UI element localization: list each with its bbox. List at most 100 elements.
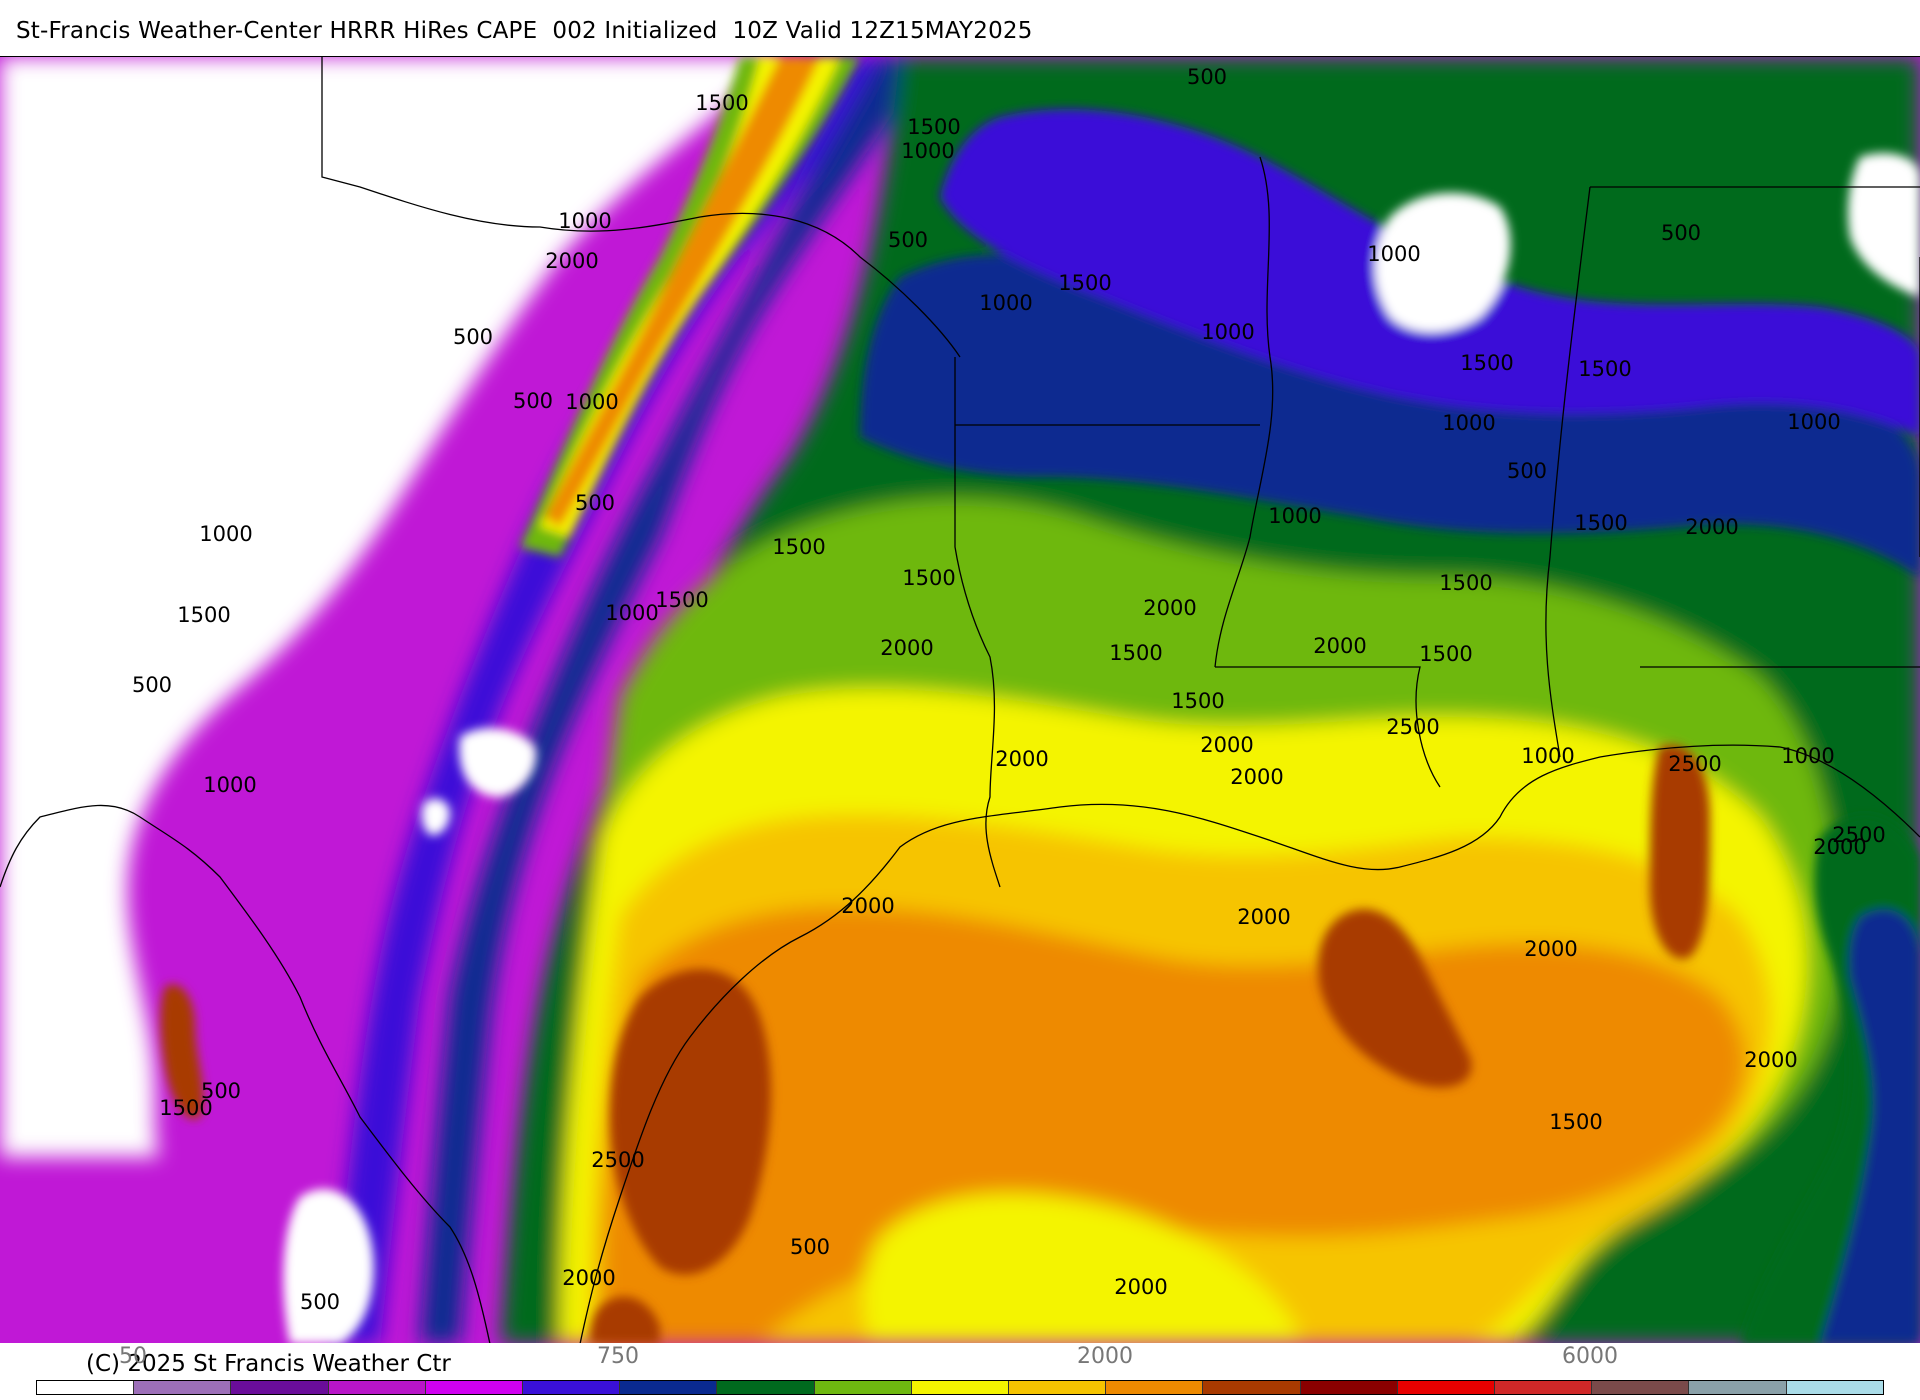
cape-max-east — [1650, 745, 1710, 959]
contour-label: 1500 — [1109, 641, 1162, 665]
contour-label: 500 — [888, 228, 928, 252]
cape-max-sw — [590, 1296, 660, 1344]
colorbar-swatch — [37, 1381, 135, 1394]
cape-band-navy-east — [1820, 909, 1920, 1344]
contour-label: 1000 — [979, 291, 1032, 315]
map-title: St-Francis Weather-Center HRRR HiRes CAP… — [16, 18, 1033, 44]
colorbar-swatch — [1786, 1381, 1883, 1394]
contour-label: 1000 — [1781, 744, 1834, 768]
colorbar-swatch — [231, 1381, 329, 1394]
colorbar-tick-label: 6000 — [1562, 1344, 1618, 1369]
contour-label: 500 — [1507, 459, 1547, 483]
contour-label: 500 — [453, 325, 493, 349]
colorbar-swatch — [1592, 1381, 1690, 1394]
no-cape-region-ne2 — [1848, 153, 1920, 297]
colorbar-swatch — [1009, 1381, 1107, 1394]
no-cape-island-2 — [421, 798, 450, 836]
cape-map-canvas: 1500150010005001000200050015001000500500… — [0, 57, 1920, 1344]
contour-label: 2000 — [1230, 765, 1283, 789]
contour-label: 2500 — [1668, 752, 1721, 776]
colorbar-swatch — [814, 1381, 912, 1394]
contour-label: 2500 — [1832, 823, 1885, 847]
boundary-tx-ar — [954, 357, 1001, 888]
contour-label: 1500 — [1058, 271, 1111, 295]
contour-label: 1500 — [1419, 642, 1472, 666]
contour-label: 1000 — [199, 522, 252, 546]
state-boundaries — [0, 57, 1920, 1344]
contour-label: 1500 — [1549, 1110, 1602, 1134]
colorbar-swatch — [1300, 1381, 1398, 1394]
contour-label: 2500 — [591, 1148, 644, 1172]
colorbar-tick-label: 2000 — [1077, 1344, 1133, 1369]
colorbar — [36, 1380, 1884, 1395]
cape-max-west — [610, 969, 771, 1275]
colorbar-swatch — [1397, 1381, 1496, 1394]
contour-label: 500 — [300, 1290, 340, 1314]
contour-label: 1500 — [695, 91, 748, 115]
cape-patch-yellow-south — [863, 1193, 1300, 1344]
contour-labels: 1500150010005001000200050015001000500500… — [132, 65, 1886, 1314]
contour-label: 1000 — [901, 139, 954, 163]
colorbar-swatch — [1689, 1381, 1787, 1394]
colorbar-tick-label: 50 — [119, 1344, 147, 1369]
contour-label: 1000 — [558, 209, 611, 233]
contour-label: 1000 — [203, 773, 256, 797]
contour-label: 500 — [575, 491, 615, 515]
contour-label: 1500 — [1574, 511, 1627, 535]
boundary-mexico — [0, 804, 491, 1344]
contour-label: 2000 — [1813, 835, 1866, 859]
contour-label: 2000 — [880, 636, 933, 660]
contour-label: 2000 — [1524, 937, 1577, 961]
contour-label: 1000 — [605, 601, 658, 625]
coastline-gulf — [579, 744, 1920, 1344]
contour-label: 1500 — [902, 566, 955, 590]
colorbar-swatch — [1203, 1381, 1301, 1394]
contour-label: 1500 — [1171, 689, 1224, 713]
contour-label: 2000 — [1143, 596, 1196, 620]
contour-label: 1000 — [1787, 410, 1840, 434]
cape-band-blue-west — [330, 57, 900, 1344]
colorbar-swatch — [717, 1381, 815, 1394]
contour-label: 2500 — [1386, 715, 1439, 739]
contour-label: 1000 — [565, 390, 618, 414]
contour-label: 2000 — [1237, 905, 1290, 929]
contour-label: 1500 — [772, 535, 825, 559]
contour-label: 2000 — [1744, 1048, 1797, 1072]
colorbar-swatch — [911, 1381, 1010, 1394]
contour-label: 2000 — [1114, 1275, 1167, 1299]
contour-label: 1500 — [177, 603, 230, 627]
no-cape-region-sw — [283, 1189, 374, 1344]
contour-label: 2000 — [545, 249, 598, 273]
contour-label: 1000 — [1442, 411, 1495, 435]
cape-band-navy-north — [860, 254, 1920, 577]
no-cape-region-ne — [1375, 193, 1511, 332]
contour-label: 2000 — [1313, 634, 1366, 658]
colorbar-swatch — [1495, 1381, 1593, 1394]
contour-label: 500 — [132, 673, 172, 697]
legend-footer: (C) 2025 St Francis Weather Ctr 50 750 2… — [0, 1343, 1920, 1400]
contour-label: 2000 — [995, 747, 1048, 771]
contour-label: 1500 — [1460, 351, 1513, 375]
colorbar-swatch — [1106, 1381, 1204, 1394]
contour-label: 500 — [1187, 65, 1227, 89]
contour-label: 2000 — [562, 1266, 615, 1290]
contour-label: 2000 — [841, 894, 894, 918]
boundary-ms-al — [1545, 186, 1591, 758]
cape-max-central — [1318, 909, 1472, 1088]
contour-label: 500 — [1661, 221, 1701, 245]
contour-label: 500 — [790, 1235, 830, 1259]
colorbar-swatch — [523, 1381, 621, 1394]
contour-label: 1500 — [1578, 357, 1631, 381]
colorbar-swatch — [620, 1381, 718, 1394]
contour-label: 1500 — [1439, 571, 1492, 595]
boundary-la-ms — [1215, 666, 1441, 788]
contour-label: 2000 — [1685, 515, 1738, 539]
colorbar-swatch — [425, 1381, 524, 1394]
colorbar-swatch — [134, 1381, 232, 1394]
contour-label: 500 — [513, 389, 553, 413]
contour-label: 1000 — [1521, 744, 1574, 768]
contour-label: 1000 — [1201, 320, 1254, 344]
contour-label: 1500 — [655, 588, 708, 612]
cape-band-orange-north — [545, 57, 820, 527]
no-cape-island-1 — [459, 728, 536, 797]
